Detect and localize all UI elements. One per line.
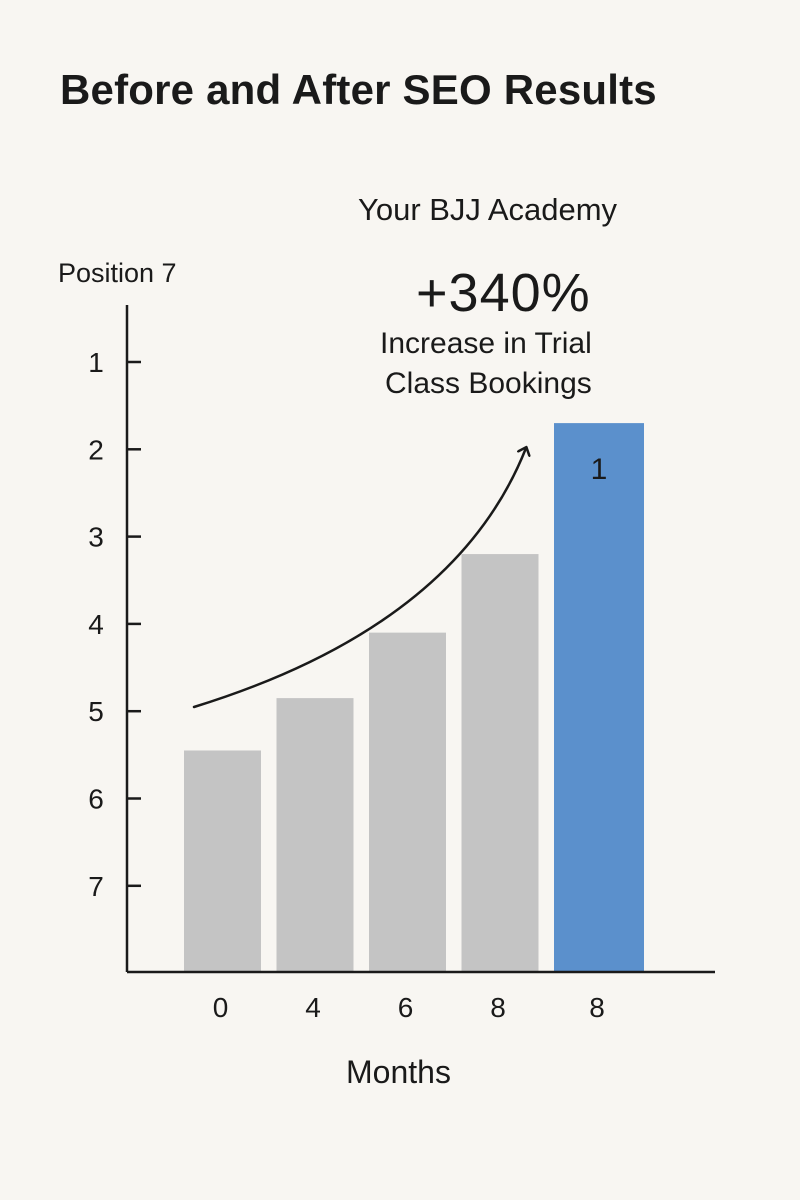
annotation-line-1: Increase in Trial <box>380 327 592 360</box>
bar <box>369 632 446 972</box>
x-tick-label: 8 <box>589 992 605 1023</box>
x-tick-label: 4 <box>305 992 321 1023</box>
x-tick-label: 8 <box>490 992 506 1023</box>
bar <box>184 750 261 972</box>
y-tick-label: 4 <box>88 609 104 640</box>
y-tick-label: 1 <box>88 347 104 378</box>
y-tick-label: 3 <box>88 522 104 553</box>
y-tick-label: 6 <box>88 784 104 815</box>
highlight-bar <box>554 423 644 972</box>
x-axis-title: Months <box>346 1054 451 1090</box>
x-tick-label: 0 <box>213 992 229 1023</box>
annotation-value: +340% <box>416 263 591 323</box>
annotation-line-2: Class Bookings <box>385 367 592 400</box>
chart-title: Before and After SEO Results <box>60 66 657 113</box>
y-ticks-group: 1 2 3 4 5 6 7 <box>88 347 141 902</box>
annotation-text: Increase in Trial Class Bookings <box>380 324 630 404</box>
chart-subtitle: Your BJJ Academy <box>358 192 618 227</box>
y-axis-title: Position 7 <box>58 258 177 288</box>
y-tick-label: 2 <box>88 434 104 465</box>
bar-value-label: 1 <box>591 453 608 486</box>
y-tick-label: 7 <box>88 871 104 902</box>
trend-arrow-icon <box>192 448 526 709</box>
y-tick-label: 5 <box>88 696 104 727</box>
bars-group: 1 <box>184 423 644 972</box>
x-tick-label: 6 <box>398 992 414 1023</box>
bar <box>276 698 354 972</box>
bar <box>461 554 539 972</box>
x-tick-labels-group: 0 4 6 8 8 <box>213 992 605 1023</box>
